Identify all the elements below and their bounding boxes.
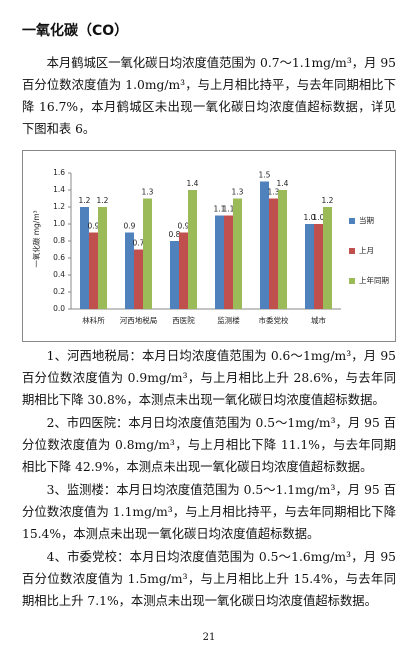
bar	[98, 207, 107, 309]
legend-swatch	[349, 248, 355, 254]
value-label: 1.0	[313, 213, 325, 222]
value-label: 1.2	[322, 196, 334, 205]
bar	[323, 207, 332, 309]
value-label: 1.5	[259, 171, 271, 180]
legend-label: 上月	[359, 246, 374, 255]
y-tick-label: 0.2	[53, 287, 65, 296]
bar	[179, 232, 188, 309]
value-label: 1.3	[142, 188, 154, 197]
value-label: 1.4	[277, 179, 289, 188]
y-tick-label: 0.4	[53, 270, 65, 279]
paragraph: 4、市委党校：本月日均浓度值范围为 0.5～1.6mg/m³，月 95 百分位数…	[22, 550, 396, 608]
x-tick-label: 西医院	[172, 315, 195, 325]
bar	[143, 198, 152, 309]
value-label: 0.9	[88, 222, 100, 231]
bar	[89, 232, 98, 309]
paragraph: 3、监测楼：本月日均浓度值范围为 0.5～1.1mg/m³，月 95 百分位数浓…	[22, 483, 396, 541]
x-tick-label: 林科所	[82, 315, 105, 325]
y-tick-label: 1.0	[53, 219, 65, 228]
bar	[134, 249, 143, 309]
bar	[170, 241, 179, 309]
paragraph: 本月鹤城区一氧化碳日均浓度值范围为 0.7～1.1mg/m³，月 95 百分位数…	[22, 56, 396, 136]
value-label: 0.7	[133, 239, 145, 248]
page-number: 21	[202, 632, 216, 643]
value-label: 1.4	[187, 179, 199, 188]
legend-label: 当期	[359, 215, 374, 225]
paragraph: 2、市四医院：本月日均浓度值范围为 0.5～1mg/m³，月 95 百分位数浓度…	[22, 416, 396, 474]
bar	[80, 207, 89, 309]
legend-swatch	[349, 278, 355, 284]
value-label: 1.2	[79, 196, 91, 205]
bar	[224, 215, 233, 309]
value-label: 1.3	[232, 188, 244, 197]
bar	[260, 181, 269, 309]
value-label: 1.2	[97, 196, 109, 205]
y-tick-label: 1.4	[53, 185, 65, 194]
x-tick-label: 河西地税局	[120, 315, 158, 325]
value-label: 1.1	[214, 205, 226, 214]
value-label: 0.8	[169, 230, 181, 239]
x-tick-label: 市委党校	[259, 315, 289, 325]
y-tick-label: 1.6	[53, 168, 65, 177]
y-tick-label: 1.2	[53, 202, 65, 211]
bar	[278, 190, 287, 309]
legend-swatch	[349, 218, 355, 224]
bar	[305, 224, 314, 309]
bar	[125, 232, 134, 309]
bar	[215, 215, 224, 309]
bar	[314, 224, 323, 309]
y-axis-title: 一氧化碳 mg/m³	[31, 210, 41, 267]
bar	[269, 198, 278, 309]
value-label: 1.3	[268, 188, 280, 197]
x-tick-label: 监测楼	[217, 315, 240, 325]
value-label: 0.9	[124, 222, 136, 231]
bar	[188, 190, 197, 309]
bar	[233, 198, 242, 309]
paragraph: 1、河西地税局：本月日均浓度值范围为 0.6～1mg/m³，月 95 百分位数浓…	[22, 349, 396, 407]
value-label: 1.1	[223, 205, 235, 214]
value-label: 0.9	[178, 222, 190, 231]
value-label: 1.0	[304, 213, 316, 222]
y-tick-label: 0.0	[53, 304, 65, 313]
y-tick-label: 0.8	[53, 236, 65, 245]
legend-label: 上年同期	[359, 275, 389, 285]
x-tick-label: 城市	[311, 315, 326, 325]
section-title: 一氧化碳（CO）	[22, 23, 129, 39]
chart: 一氧化碳 mg/m³ 0.0 0.2 0.4 0.6 0.8 1.0 1.2 1.4 1.6 林科…	[22, 150, 396, 342]
y-tick-label: 0.6	[53, 253, 65, 262]
